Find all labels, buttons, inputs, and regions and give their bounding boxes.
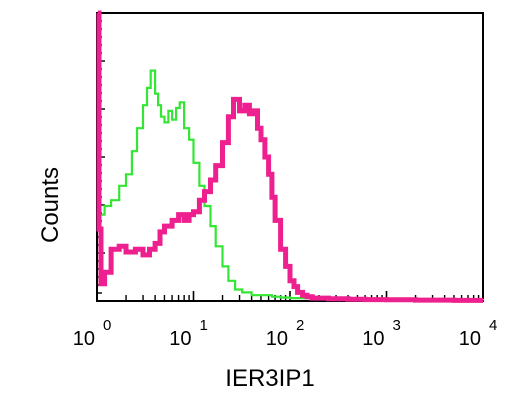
plot-frame bbox=[96, 12, 484, 302]
x-tick-label-base: 10 bbox=[73, 328, 95, 350]
x-tick-label-exponent: 3 bbox=[393, 317, 401, 334]
series-line-0 bbox=[99, 69, 485, 302]
x-tick-label-exponent: 0 bbox=[103, 317, 111, 334]
x-tick-labels: 10 0 10 1 10 2 10 3 10 4 bbox=[73, 317, 498, 350]
x-tick-label-exponent: 4 bbox=[489, 317, 497, 334]
x-tick-label-exponent: 1 bbox=[200, 317, 208, 334]
x-axis-title: IER3IP1 bbox=[225, 365, 314, 392]
series-layer bbox=[96, 10, 485, 303]
x-tick-label-base: 10 bbox=[362, 328, 384, 350]
y-axis-title: Counts bbox=[37, 167, 64, 243]
series-line-1 bbox=[96, 10, 483, 303]
x-tick-label-exponent: 2 bbox=[296, 317, 304, 334]
x-tick-label-base: 10 bbox=[169, 328, 191, 350]
x-tick-label-base: 10 bbox=[459, 328, 481, 350]
x-tick-label-base: 10 bbox=[266, 328, 288, 350]
